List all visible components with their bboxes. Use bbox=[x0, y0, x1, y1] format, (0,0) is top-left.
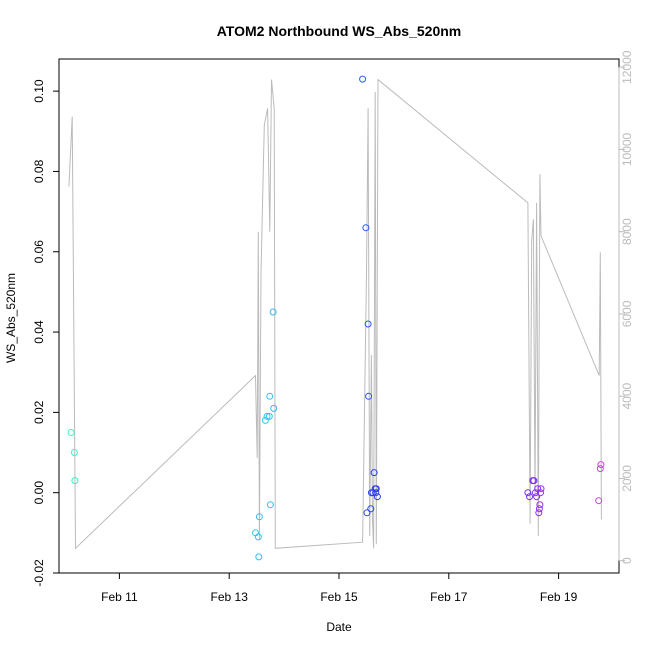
y2-tick-label: 8000 bbox=[620, 218, 634, 245]
data-point bbox=[535, 509, 543, 517]
data-point bbox=[596, 465, 604, 473]
y2-tick-label: 6000 bbox=[620, 300, 634, 327]
y2-tick-label: 2000 bbox=[620, 465, 634, 492]
data-point bbox=[373, 493, 381, 501]
y-axis-right: 0 2000 4000 6000 8000 10000 12000 bbox=[618, 50, 634, 564]
y-tick-label: -0.02 bbox=[32, 559, 46, 587]
x-axis-label: Date bbox=[326, 620, 352, 634]
x-tick-label: Feb 19 bbox=[540, 590, 578, 604]
data-point bbox=[367, 505, 375, 513]
y2-tick-label: 4000 bbox=[620, 383, 634, 410]
y-tick-label: 0.08 bbox=[32, 159, 46, 183]
data-point bbox=[266, 392, 274, 400]
data-point bbox=[261, 416, 269, 424]
data-point bbox=[530, 477, 538, 485]
x-tick-label: Feb 11 bbox=[101, 590, 138, 604]
x-tick-label: Feb 15 bbox=[320, 590, 358, 604]
chart-title: ATOM2 Northbound WS_Abs_520nm bbox=[217, 23, 462, 39]
data-point-layer bbox=[67, 75, 605, 561]
y-tick-label: 0.10 bbox=[32, 79, 46, 103]
y-tick-label: 0.06 bbox=[32, 240, 46, 264]
data-point bbox=[362, 224, 370, 232]
y-tick-label: 0.04 bbox=[32, 320, 46, 344]
data-point bbox=[532, 489, 539, 497]
data-point bbox=[536, 501, 544, 509]
data-point bbox=[255, 553, 263, 561]
data-point bbox=[255, 513, 263, 521]
y-tick-label: 0.02 bbox=[32, 400, 46, 424]
data-point bbox=[365, 392, 373, 400]
y2-tick-label: 10000 bbox=[620, 132, 634, 166]
y-tick-label: 0.00 bbox=[32, 481, 46, 505]
x-tick-label: Feb 13 bbox=[211, 590, 249, 604]
data-point bbox=[70, 449, 78, 456]
x-axis: Feb 11 Feb 13 Feb 15 Feb 17 Feb 19 bbox=[101, 572, 578, 604]
data-point bbox=[537, 485, 545, 493]
data-point bbox=[535, 505, 543, 513]
x-tick-label: Feb 17 bbox=[430, 590, 468, 604]
data-point bbox=[526, 493, 533, 501]
data-point bbox=[595, 497, 603, 505]
data-point bbox=[265, 412, 273, 420]
data-point bbox=[254, 533, 262, 541]
data-point bbox=[537, 489, 544, 497]
data-point bbox=[524, 489, 532, 497]
data-point bbox=[67, 429, 75, 436]
data-point bbox=[597, 461, 605, 469]
data-point bbox=[71, 477, 79, 485]
y2-tick-label: 12000 bbox=[620, 50, 634, 84]
data-point bbox=[372, 489, 380, 497]
y2-tick-label: 0 bbox=[620, 557, 634, 564]
data-point bbox=[370, 469, 378, 477]
data-point bbox=[372, 485, 380, 493]
data-point bbox=[364, 320, 372, 328]
y-axis-left: -0.02 0.00 0.02 0.04 0.06 0.08 0.10 bbox=[32, 79, 60, 587]
series-line-layer bbox=[68, 78, 602, 550]
data-point bbox=[359, 75, 367, 83]
data-point bbox=[263, 412, 271, 420]
data-point bbox=[266, 501, 274, 509]
y-axis-label: WS_Abs_520nm bbox=[4, 273, 18, 363]
data-point bbox=[533, 493, 541, 501]
data-point bbox=[269, 308, 277, 316]
series-line bbox=[68, 78, 602, 550]
data-point bbox=[270, 404, 278, 412]
data-point bbox=[363, 509, 371, 517]
